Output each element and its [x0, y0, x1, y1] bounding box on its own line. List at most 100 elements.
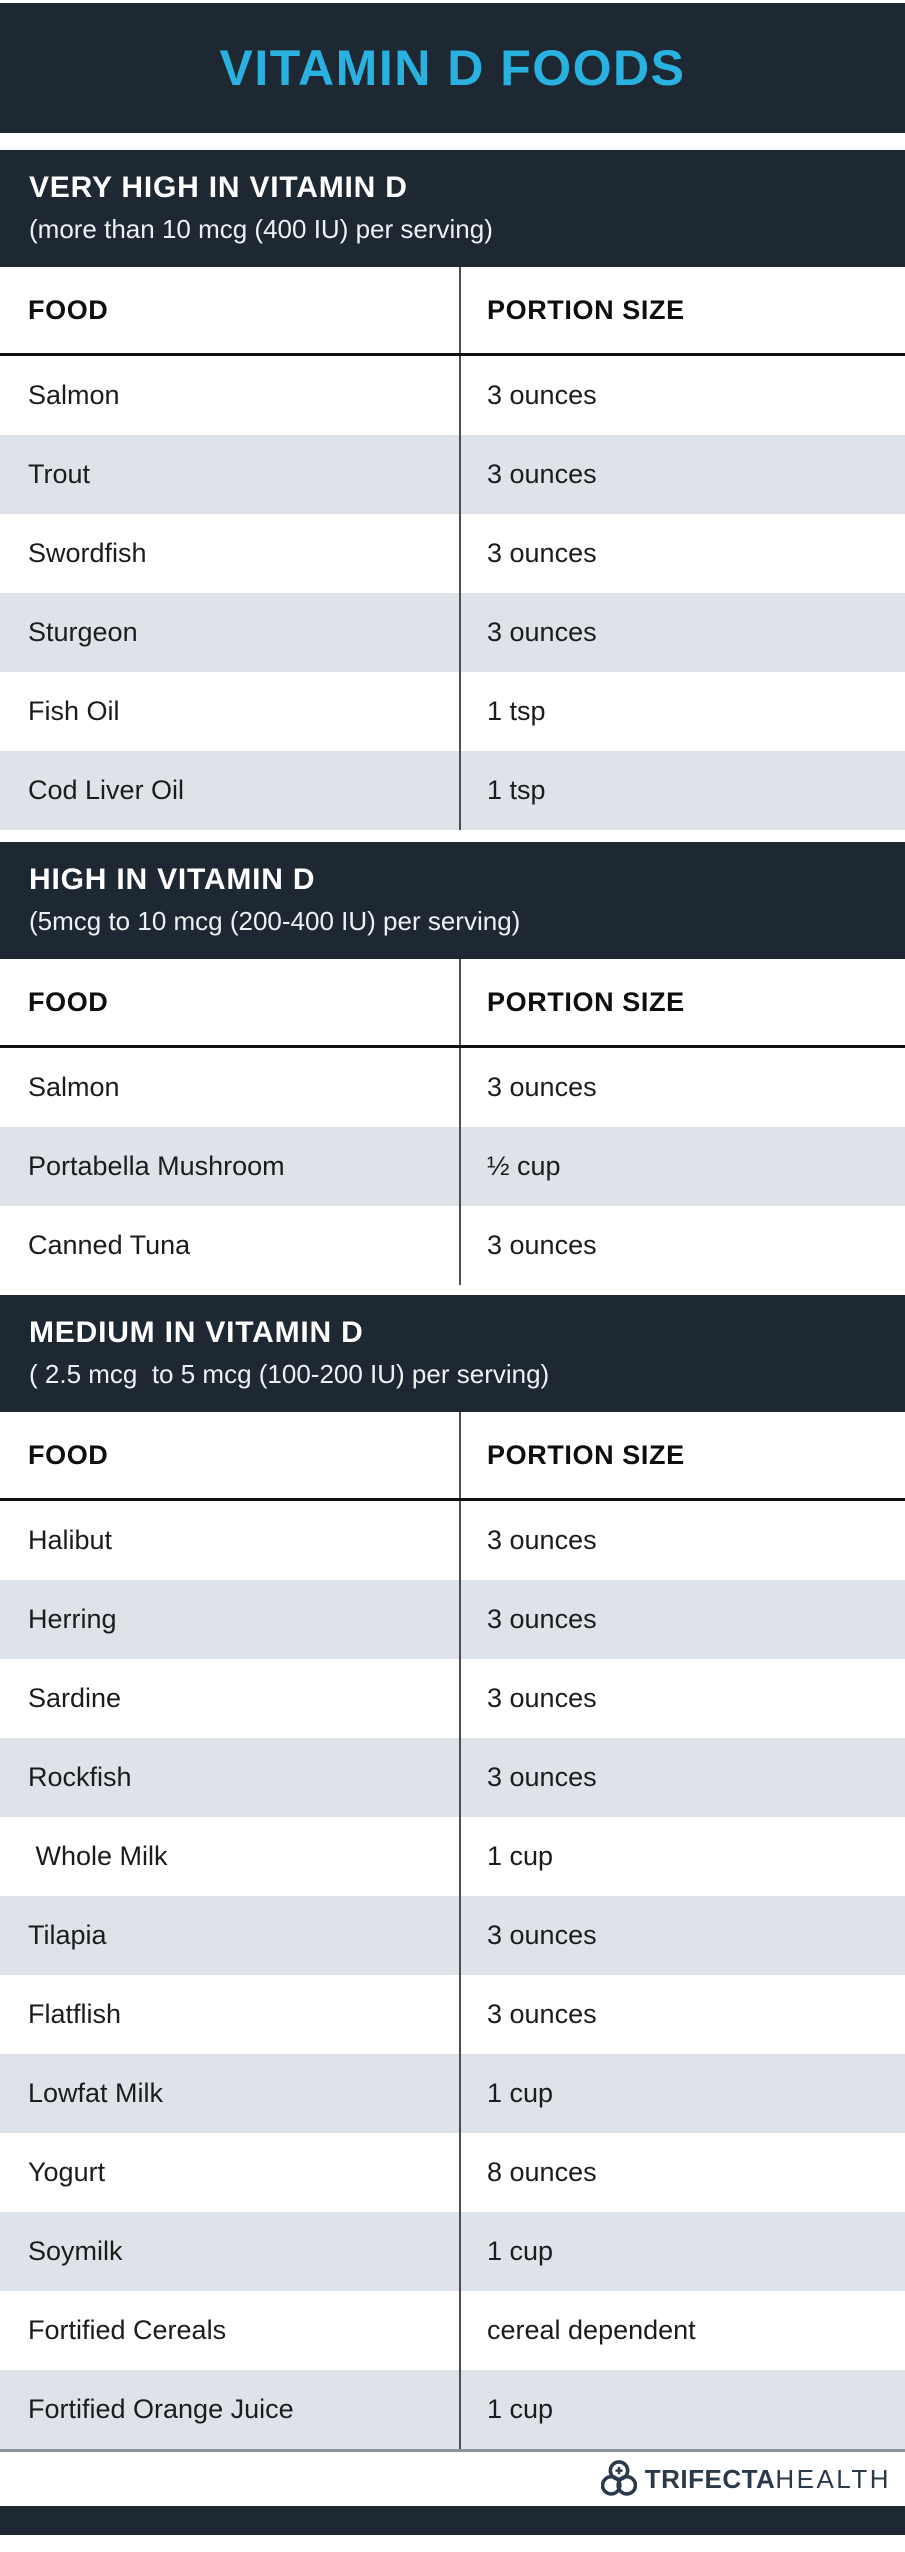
- section-header-high: HIGH IN VITAMIN D (5mcg to 10 mcg (200-4…: [0, 842, 905, 959]
- section-very-high: VERY HIGH IN VITAMIN D (more than 10 mcg…: [0, 150, 905, 830]
- spacer: [0, 1285, 905, 1295]
- food-cell: Fortified Cereals: [28, 2315, 227, 2345]
- table-row: Yogurt 8 ounces: [0, 2133, 905, 2212]
- section-title: HIGH IN VITAMIN D: [29, 863, 316, 896]
- section-title: MEDIUM IN VITAMIN D: [29, 1316, 364, 1349]
- food-cell: Salmon: [28, 380, 120, 410]
- portion-cell: 1 cup: [459, 1817, 905, 1896]
- table-very-high: FOOD PORTION SIZE Salmon 3 ounces Trout …: [0, 267, 905, 830]
- food-cell: Whole Milk: [28, 1841, 168, 1871]
- food-cell: Trout: [28, 459, 91, 489]
- column-header-portion: PORTION SIZE: [459, 959, 905, 1045]
- food-cell: Canned Tuna: [28, 1230, 191, 1260]
- title-bar: VITAMIN D FOODS: [0, 3, 905, 133]
- table-row: Cod Liver Oil 1 tsp: [0, 751, 905, 830]
- table-header-row: FOOD PORTION SIZE: [0, 267, 905, 356]
- section-title: VERY HIGH IN VITAMIN D: [29, 171, 408, 204]
- column-header-portion: PORTION SIZE: [459, 1412, 905, 1498]
- portion-cell: 3 ounces: [459, 1659, 905, 1738]
- column-header-food: FOOD: [28, 294, 109, 325]
- food-cell: Soymilk: [28, 2236, 123, 2266]
- table-row: Swordfish 3 ounces: [0, 514, 905, 593]
- column-header-portion: PORTION SIZE: [459, 267, 905, 353]
- footer-divider-line: [0, 2449, 905, 2452]
- trifecta-health-logo: TRIFECTA HEALTH: [600, 2459, 891, 2499]
- portion-cell: 3 ounces: [459, 1896, 905, 1975]
- trifecta-logo-icon: [600, 2460, 637, 2496]
- food-cell: Cod Liver Oil: [28, 775, 185, 805]
- section-subtitle: (5mcg to 10 mcg (200-400 IU) per serving…: [29, 906, 521, 936]
- portion-cell: 3 ounces: [459, 435, 905, 514]
- portion-cell: 3 ounces: [459, 356, 905, 435]
- section-subtitle: (more than 10 mcg (400 IU) per serving): [29, 214, 493, 244]
- portion-cell: 3 ounces: [459, 1738, 905, 1817]
- food-cell: Halibut: [28, 1525, 113, 1555]
- portion-cell: 1 cup: [459, 2370, 905, 2449]
- table-row: Fish Oil 1 tsp: [0, 672, 905, 751]
- food-cell: Fortified Orange Juice: [28, 2394, 294, 2424]
- food-cell: Flatflish: [28, 1999, 122, 2029]
- table-header-row: FOOD PORTION SIZE: [0, 959, 905, 1048]
- section-header-very-high: VERY HIGH IN VITAMIN D (more than 10 mcg…: [0, 150, 905, 267]
- portion-cell: 3 ounces: [459, 1501, 905, 1580]
- footer-accent-bar: [0, 2506, 905, 2535]
- table-row: Canned Tuna 3 ounces: [0, 1206, 905, 1285]
- table-row: Lowfat Milk 1 cup: [0, 2054, 905, 2133]
- food-cell: Sardine: [28, 1683, 122, 1713]
- table-high: FOOD PORTION SIZE Salmon 3 ounces Portab…: [0, 959, 905, 1285]
- table-medium: FOOD PORTION SIZE Halibut 3 ounces Herri…: [0, 1412, 905, 2449]
- food-cell: Rockfish: [28, 1762, 132, 1792]
- food-cell: Herring: [28, 1604, 117, 1634]
- food-cell: Sturgeon: [28, 617, 138, 647]
- portion-cell: 1 tsp: [459, 672, 905, 751]
- table-row: Fortified Orange Juice 1 cup: [0, 2370, 905, 2449]
- food-cell: Fish Oil: [28, 696, 120, 726]
- food-cell: Portabella Mushroom: [28, 1151, 285, 1181]
- table-row: Trout 3 ounces: [0, 435, 905, 514]
- portion-cell: 1 cup: [459, 2054, 905, 2133]
- food-cell: Yogurt: [28, 2157, 106, 2187]
- food-cell: Lowfat Milk: [28, 2078, 164, 2108]
- section-medium: MEDIUM IN VITAMIN D ( 2.5 mcg to 5 mcg (…: [0, 1295, 905, 2449]
- table-row: Salmon 3 ounces: [0, 1048, 905, 1127]
- table-row: Rockfish 3 ounces: [0, 1738, 905, 1817]
- table-row: Flatflish 3 ounces: [0, 1975, 905, 2054]
- portion-cell: 3 ounces: [459, 593, 905, 672]
- section-header-medium: MEDIUM IN VITAMIN D ( 2.5 mcg to 5 mcg (…: [0, 1295, 905, 1412]
- portion-cell: 3 ounces: [459, 1048, 905, 1127]
- section-high: HIGH IN VITAMIN D (5mcg to 10 mcg (200-4…: [0, 842, 905, 1285]
- food-cell: Swordfish: [28, 538, 147, 568]
- portion-cell: 3 ounces: [459, 1975, 905, 2054]
- spacer: [0, 830, 905, 842]
- page-title: VITAMIN D FOODS: [219, 40, 686, 96]
- table-row: Sturgeon 3 ounces: [0, 593, 905, 672]
- spacer: [0, 2535, 905, 2552]
- table-row: Tilapia 3 ounces: [0, 1896, 905, 1975]
- portion-cell: 3 ounces: [459, 1580, 905, 1659]
- brand-name-trifecta: TRIFECTA: [644, 2463, 776, 2494]
- spacer: [0, 133, 905, 150]
- section-subtitle: ( 2.5 mcg to 5 mcg (100-200 IU) per serv…: [29, 1359, 550, 1389]
- footer: TRIFECTA HEALTH: [0, 2452, 905, 2506]
- table-header-row: FOOD PORTION SIZE: [0, 1412, 905, 1501]
- portion-cell: 8 ounces: [459, 2133, 905, 2212]
- portion-cell: 3 ounces: [459, 514, 905, 593]
- table-row: Portabella Mushroom ½ cup: [0, 1127, 905, 1206]
- table-row: Salmon 3 ounces: [0, 356, 905, 435]
- food-cell: Tilapia: [28, 1920, 107, 1950]
- food-cell: Salmon: [28, 1072, 120, 1102]
- table-row: Halibut 3 ounces: [0, 1501, 905, 1580]
- portion-cell: cereal dependent: [459, 2291, 905, 2370]
- brand-text: TRIFECTA HEALTH: [645, 2464, 891, 2495]
- table-row: Herring 3 ounces: [0, 1580, 905, 1659]
- table-row: Whole Milk 1 cup: [0, 1817, 905, 1896]
- column-header-food: FOOD: [28, 1439, 109, 1470]
- brand-name-health: HEALTH: [775, 2463, 891, 2494]
- portion-cell: 3 ounces: [459, 1206, 905, 1285]
- table-row: Sardine 3 ounces: [0, 1659, 905, 1738]
- portion-cell: ½ cup: [459, 1127, 905, 1206]
- column-header-food: FOOD: [28, 986, 109, 1017]
- portion-cell: 1 tsp: [459, 751, 905, 830]
- table-row: Soymilk 1 cup: [0, 2212, 905, 2291]
